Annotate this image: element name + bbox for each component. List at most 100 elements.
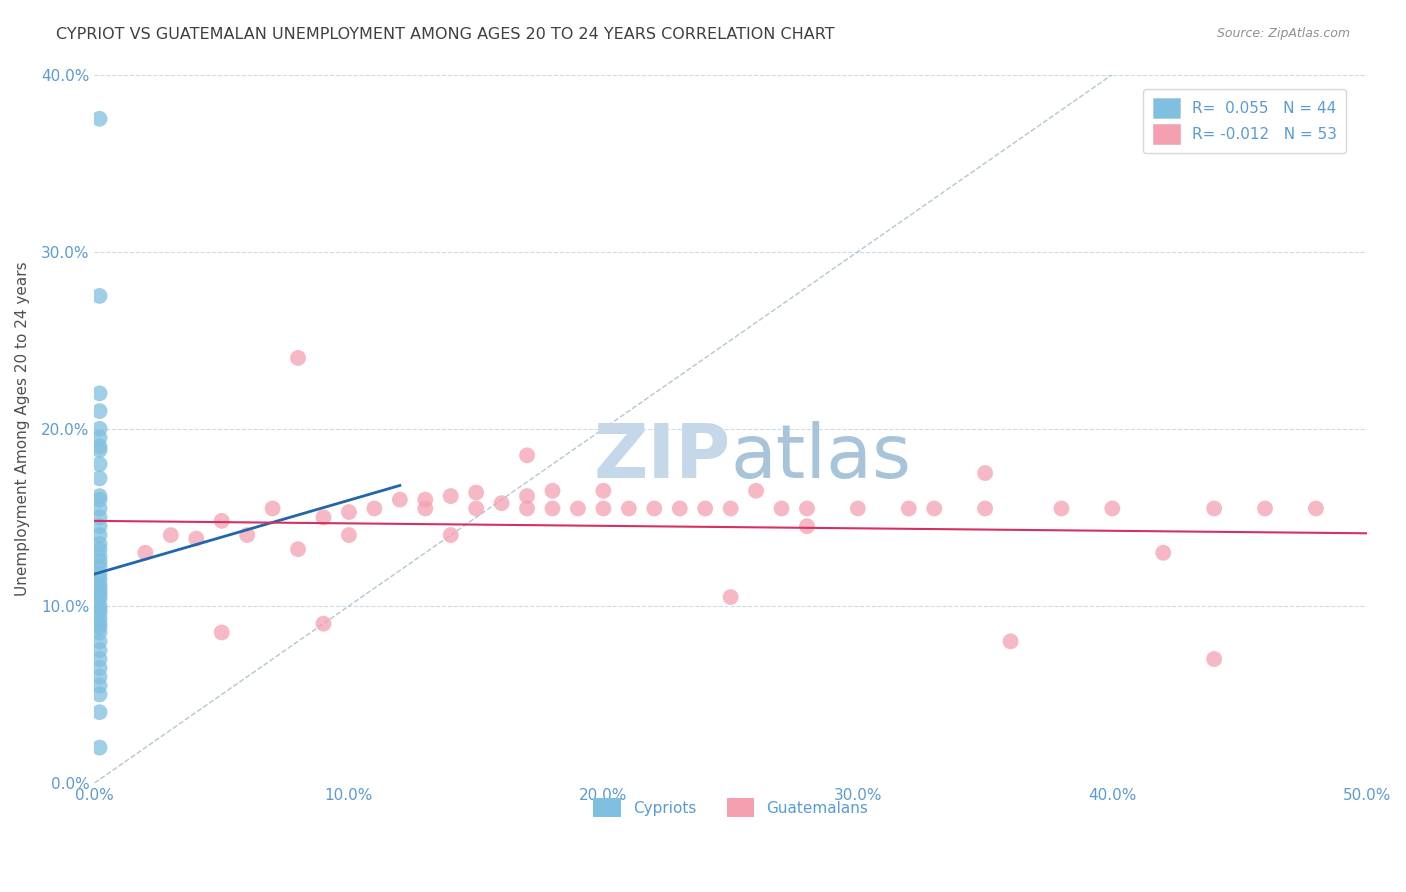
- Point: [89, 519, 111, 533]
- Point: [312, 510, 335, 524]
- Point: [796, 519, 818, 533]
- Point: [846, 501, 869, 516]
- Point: [770, 501, 793, 516]
- Point: [312, 616, 335, 631]
- Point: [89, 572, 111, 586]
- Point: [337, 505, 360, 519]
- Point: [1152, 546, 1174, 560]
- Point: [643, 501, 665, 516]
- Point: [89, 457, 111, 471]
- Text: CYPRIOT VS GUATEMALAN UNEMPLOYMENT AMONG AGES 20 TO 24 YEARS CORRELATION CHART: CYPRIOT VS GUATEMALAN UNEMPLOYMENT AMONG…: [56, 27, 835, 42]
- Point: [1204, 501, 1226, 516]
- Point: [592, 483, 614, 498]
- Point: [974, 501, 997, 516]
- Point: [89, 112, 111, 126]
- Point: [413, 501, 436, 516]
- Point: [262, 501, 284, 516]
- Point: [89, 606, 111, 620]
- Point: [1050, 501, 1073, 516]
- Point: [337, 528, 360, 542]
- Text: ZIP: ZIP: [593, 421, 731, 493]
- Point: [720, 590, 742, 604]
- Point: [186, 532, 208, 546]
- Point: [541, 501, 564, 516]
- Point: [89, 661, 111, 675]
- Point: [287, 351, 309, 365]
- Point: [465, 501, 488, 516]
- Text: atlas: atlas: [731, 421, 911, 493]
- Point: [89, 599, 111, 613]
- Point: [89, 679, 111, 693]
- Point: [89, 577, 111, 591]
- Point: [1000, 634, 1022, 648]
- Point: [89, 643, 111, 657]
- Point: [720, 501, 742, 516]
- Point: [211, 625, 233, 640]
- Point: [745, 483, 768, 498]
- Point: [236, 528, 259, 542]
- Point: [89, 652, 111, 666]
- Point: [1204, 652, 1226, 666]
- Point: [89, 602, 111, 616]
- Legend: Cypriots, Guatemalans: Cypriots, Guatemalans: [585, 790, 876, 825]
- Point: [1254, 501, 1277, 516]
- Point: [592, 501, 614, 516]
- Point: [89, 422, 111, 436]
- Point: [516, 489, 538, 503]
- Y-axis label: Unemployment Among Ages 20 to 24 years: Unemployment Among Ages 20 to 24 years: [15, 261, 30, 596]
- Point: [211, 514, 233, 528]
- Point: [89, 560, 111, 574]
- Point: [287, 542, 309, 557]
- Point: [89, 501, 111, 516]
- Point: [796, 501, 818, 516]
- Point: [89, 625, 111, 640]
- Text: Source: ZipAtlas.com: Source: ZipAtlas.com: [1216, 27, 1350, 40]
- Point: [89, 611, 111, 625]
- Point: [567, 501, 589, 516]
- Point: [159, 528, 181, 542]
- Point: [465, 485, 488, 500]
- Point: [89, 616, 111, 631]
- Point: [89, 443, 111, 458]
- Point: [413, 492, 436, 507]
- Point: [516, 501, 538, 516]
- Point: [89, 386, 111, 401]
- Point: [89, 289, 111, 303]
- Point: [89, 670, 111, 684]
- Point: [1305, 501, 1327, 516]
- Point: [89, 542, 111, 557]
- Point: [89, 705, 111, 719]
- Point: [89, 431, 111, 445]
- Point: [89, 510, 111, 524]
- Point: [89, 581, 111, 595]
- Point: [541, 483, 564, 498]
- Point: [89, 555, 111, 569]
- Point: [695, 501, 717, 516]
- Point: [440, 528, 463, 542]
- Point: [974, 466, 997, 480]
- Point: [363, 501, 385, 516]
- Point: [89, 688, 111, 702]
- Point: [897, 501, 920, 516]
- Point: [617, 501, 640, 516]
- Point: [491, 496, 513, 510]
- Point: [89, 588, 111, 602]
- Point: [89, 634, 111, 648]
- Point: [89, 740, 111, 755]
- Point: [89, 549, 111, 564]
- Point: [134, 546, 156, 560]
- Point: [89, 471, 111, 485]
- Point: [89, 440, 111, 454]
- Point: [922, 501, 945, 516]
- Point: [89, 591, 111, 606]
- Point: [89, 492, 111, 507]
- Point: [89, 489, 111, 503]
- Point: [1101, 501, 1123, 516]
- Point: [89, 567, 111, 582]
- Point: [516, 448, 538, 462]
- Point: [388, 492, 411, 507]
- Point: [89, 584, 111, 599]
- Point: [440, 489, 463, 503]
- Point: [668, 501, 690, 516]
- Point: [89, 537, 111, 551]
